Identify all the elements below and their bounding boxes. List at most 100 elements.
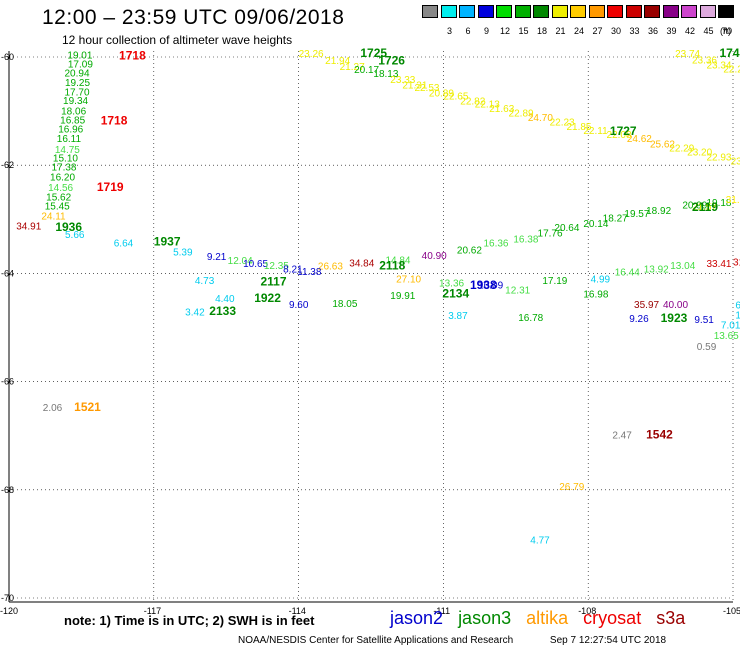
wave-height-value: 14.75 xyxy=(55,145,80,156)
scale-label: 21 xyxy=(555,26,566,36)
wave-height-value: 7.01 xyxy=(721,321,740,332)
scale-label: 39 xyxy=(666,26,677,36)
wave-height-value: 20.17 xyxy=(354,65,379,76)
lat-tick-label: -70 xyxy=(1,593,14,603)
wave-height-value: 4.73 xyxy=(195,276,215,287)
wave-height-value: 33.41 xyxy=(706,259,731,270)
wave-height-value: 16.96 xyxy=(58,125,83,136)
pass-time-label: 1938 xyxy=(470,278,497,292)
wave-height-value: 2.06 xyxy=(43,403,63,414)
scale-swatch xyxy=(625,5,642,18)
wave-height-value: 13.36 xyxy=(439,278,464,289)
satellite-legend: jason2 jason3 altika cryosat s3a xyxy=(390,608,695,629)
footer-credit: NOAA/NESDIS Center for Satellite Applica… xyxy=(238,635,514,646)
wave-height-value: 17.38 xyxy=(51,163,76,174)
wave-height-value: 19.25 xyxy=(65,78,90,89)
wave-height-value: 23.74 xyxy=(675,49,700,60)
pass-time-label: 1937 xyxy=(154,234,181,248)
wave-height-value: 21.57 xyxy=(692,202,717,213)
footer: NOAA/NESDIS Center for Satellite Applica… xyxy=(238,635,666,646)
scale-label: 33 xyxy=(629,26,640,36)
scale-label: 42 xyxy=(684,26,695,36)
pass-time-label: 2134 xyxy=(442,287,469,301)
wave-height-value: 19.18 xyxy=(706,198,731,209)
scale-label: 3 xyxy=(446,26,452,36)
pass-time-label: 1542 xyxy=(646,427,673,441)
map-subtitle: 12 hour collection of altimeter wave hei… xyxy=(62,33,293,47)
wave-height-value: 10.09 xyxy=(478,281,503,292)
wave-height-value: 3.87 xyxy=(448,311,468,322)
wave-height-value: 16.85 xyxy=(60,116,85,127)
wave-height-value: 17.19 xyxy=(542,276,567,287)
pass-time-label: 1718 xyxy=(101,114,128,128)
scale-label: 9 xyxy=(483,26,489,36)
pass-time-label: 1923 xyxy=(661,311,688,325)
wave-height-value: 16.11 xyxy=(57,134,82,145)
pass-time-label: 1725 xyxy=(360,46,387,60)
wave-height-value: 16.36 xyxy=(483,238,508,249)
wave-height-value: 21.85 xyxy=(566,122,591,133)
wave-height-value: 23.36 xyxy=(692,55,717,66)
scale-label: 12 xyxy=(499,26,510,36)
wave-height-value: 14.84 xyxy=(385,256,410,267)
wave-height-value: 1.1 xyxy=(735,310,740,321)
pass-time-label: 1719 xyxy=(97,180,124,194)
units-note: note: 1) Time is in UTC; 2) SWH is in fe… xyxy=(64,613,315,628)
scale-swatch xyxy=(699,5,716,18)
pass-time-label: 2133 xyxy=(209,304,236,318)
wave-height-value: 31.16 xyxy=(733,257,740,268)
pass-time-label: 2119 xyxy=(692,200,718,214)
wave-height-value: 25.62 xyxy=(650,139,675,150)
wave-height-value: 6.1 xyxy=(735,301,740,312)
wave-height-value: 15.62 xyxy=(46,192,71,203)
wave-height-value: 35.97 xyxy=(634,300,659,311)
wave-height-value: 22.23 xyxy=(550,118,575,129)
wave-height-value: 22.23 xyxy=(723,65,740,76)
scale-swatch xyxy=(459,5,475,18)
wave-height-value: 6.64 xyxy=(114,238,134,249)
wave-height-value: 21.63 xyxy=(489,104,514,115)
pass-time-label: 1726 xyxy=(378,54,405,68)
wave-height-value: 23.26 xyxy=(299,49,324,60)
wave-height-value: 0.59 xyxy=(697,342,717,353)
lat-tick-label: -60 xyxy=(1,52,14,62)
wave-height-value: 17.70 xyxy=(65,87,90,98)
wave-height-value: 26.79 xyxy=(559,482,584,493)
wave-height-value: 4.40 xyxy=(215,294,235,305)
legend-jason2: jason2 xyxy=(390,608,444,628)
scale-label: 30 xyxy=(610,26,621,36)
wave-height-value: 22.08 xyxy=(607,130,632,141)
wave-height-value: 22.82 xyxy=(460,97,485,108)
wave-height-value: 18.06 xyxy=(61,106,86,117)
footer-timestamp: Sep 7 12:27:54 UTC 2018 xyxy=(549,635,667,646)
pass-time-label: 2118 xyxy=(379,259,405,273)
wave-height-value: 22.13 xyxy=(475,99,500,110)
wave-height-value: 22.53 xyxy=(414,83,439,94)
scale-swatch xyxy=(422,5,438,18)
wave-height-value: 16.20 xyxy=(50,172,75,183)
scale-swatch xyxy=(644,5,660,18)
wave-height-value: 19.34 xyxy=(63,96,88,107)
wave-height-value: 22.93 xyxy=(706,152,731,163)
scale-label: 45 xyxy=(703,26,714,36)
wave-height-value: 23.34 xyxy=(706,60,731,71)
wave-height-value: 14.56 xyxy=(48,183,73,194)
legend-jason3: jason3 xyxy=(458,608,512,628)
wave-height-value: 19.91 xyxy=(390,291,415,302)
lat-tick-label: -64 xyxy=(1,268,14,278)
pass-time-label: 2117 xyxy=(260,274,286,288)
wave-height-value: 18.92 xyxy=(646,206,671,217)
wave-height-value: 16.98 xyxy=(583,290,608,301)
wave-height-value: 22.65 xyxy=(443,92,468,103)
lon-tick-label: -117 xyxy=(144,606,161,616)
wave-height-value: 23.13 xyxy=(731,157,740,168)
scale-swatch xyxy=(477,5,494,18)
wave-height-value: 9.21 xyxy=(207,252,227,263)
scale-swatch xyxy=(496,5,512,18)
wave-height-value: 21.31 xyxy=(402,80,427,91)
wave-height-value: 19.01 xyxy=(67,51,92,62)
wave-height-value: 18.27 xyxy=(603,213,628,224)
lon-tick-label: -108 xyxy=(578,606,596,616)
scale-label: 27 xyxy=(592,26,603,36)
scale-label: 70 xyxy=(721,26,732,36)
